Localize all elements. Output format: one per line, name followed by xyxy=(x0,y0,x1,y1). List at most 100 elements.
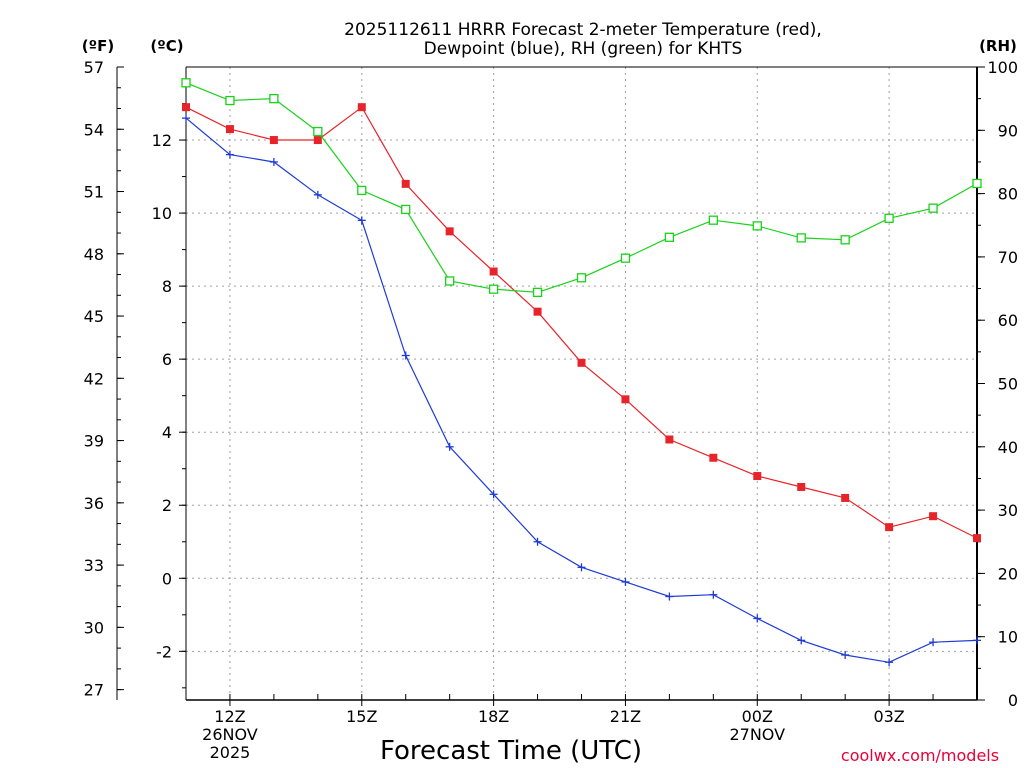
celsius-tick-label: 8 xyxy=(162,277,172,296)
celsius-tick-label: 12 xyxy=(152,131,172,150)
temperature-point xyxy=(533,307,542,316)
rh-point xyxy=(576,273,587,283)
dewpoint-point xyxy=(357,216,366,225)
dewpoint-point xyxy=(797,636,806,645)
dewpoint-point xyxy=(445,442,454,451)
rh-tick-label: 60 xyxy=(998,311,1018,330)
temperature-point xyxy=(973,534,981,543)
temperature-point xyxy=(577,358,586,367)
rh-unit-label: (RH) xyxy=(979,37,1017,55)
temperature-point xyxy=(841,493,850,502)
x-tick-label: 03Z xyxy=(873,707,904,726)
rh-tick-label: 40 xyxy=(998,438,1018,457)
rh-point xyxy=(313,126,323,137)
dewpoint-point xyxy=(577,563,586,572)
rh-point xyxy=(225,95,235,106)
rh-point xyxy=(796,233,806,243)
fahrenheit-tick-label: 42 xyxy=(84,369,104,388)
rh-point xyxy=(269,94,279,104)
celsius-tick-label: -2 xyxy=(156,642,172,661)
temperature-point xyxy=(621,395,630,404)
dewpoint-point xyxy=(929,638,938,647)
fahrenheit-tick-label: 30 xyxy=(84,618,104,637)
rh-point xyxy=(708,215,718,225)
rh-tick-label: 100 xyxy=(987,58,1018,77)
x-tick-label: 00Z xyxy=(742,707,773,726)
fahrenheit-tick-label: 51 xyxy=(84,183,104,202)
rh-point xyxy=(752,221,762,231)
rh-point xyxy=(532,287,543,297)
temperature-point xyxy=(313,136,322,145)
rh-tick-label: 80 xyxy=(998,185,1018,204)
fahrenheit-unit-label: (ºF) xyxy=(82,37,114,55)
fahrenheit-tick-label: 48 xyxy=(84,245,104,264)
rh-point xyxy=(357,185,367,196)
dewpoint-point xyxy=(753,614,762,623)
dewpoint-point xyxy=(841,650,850,659)
dewpoint-point xyxy=(885,658,894,667)
rh-point xyxy=(401,204,411,215)
temperature-point xyxy=(357,103,366,112)
temperature-point xyxy=(797,482,806,491)
temperature-point xyxy=(929,512,938,521)
dewpoint-point xyxy=(182,114,190,123)
rh-tick-label: 90 xyxy=(998,121,1018,140)
celsius-tick-label: 0 xyxy=(162,569,172,588)
rh-point xyxy=(620,253,631,263)
dewpoint-point xyxy=(313,190,322,199)
rh-tick-label: 70 xyxy=(998,248,1018,267)
dewpoint-point xyxy=(401,351,410,360)
temperature-point xyxy=(885,523,894,532)
grid-lines xyxy=(186,67,977,700)
fahrenheit-tick-label: 36 xyxy=(84,494,104,513)
x-tick-label: 12Z xyxy=(214,707,245,726)
temperature-point xyxy=(753,472,762,481)
rh-point xyxy=(972,178,982,189)
axes xyxy=(116,66,985,706)
celsius-unit-label: (ºC) xyxy=(150,37,183,55)
x-tick-label: 15Z xyxy=(346,707,377,726)
temperature-point xyxy=(225,125,234,134)
rh-tick-label: 30 xyxy=(998,501,1018,520)
celsius-tick-label: 4 xyxy=(162,423,172,442)
dewpoint-point xyxy=(225,150,234,159)
rh-tick-label: 0 xyxy=(1008,691,1018,710)
rh-tick-label: 20 xyxy=(998,564,1018,583)
temperature-point xyxy=(665,435,674,444)
rh-point xyxy=(488,284,499,294)
dewpoint-point xyxy=(973,636,981,645)
temperature-point xyxy=(445,227,454,236)
temperature-point xyxy=(489,267,498,276)
rh-point xyxy=(928,203,938,213)
rh-series-line xyxy=(185,82,978,293)
temperature-point xyxy=(709,453,718,462)
rh-point xyxy=(445,276,455,286)
rh-point xyxy=(181,78,191,88)
fahrenheit-tick-label: 27 xyxy=(84,681,104,700)
dewpoint-series-line xyxy=(185,117,978,663)
fahrenheit-tick-label: 33 xyxy=(84,556,104,575)
temperature-point xyxy=(182,103,190,112)
x-tick-date-label: 27NOV xyxy=(729,725,785,744)
rh-point xyxy=(840,235,850,245)
temperature-point xyxy=(269,136,278,145)
dewpoint-point xyxy=(621,577,630,586)
rh-tick-label: 10 xyxy=(998,628,1018,647)
x-tick-year-label: 2025 xyxy=(210,743,251,762)
x-tick-label: 18Z xyxy=(478,707,509,726)
celsius-tick-label: 6 xyxy=(162,350,172,369)
dewpoint-point xyxy=(533,537,542,546)
temperature-series-line xyxy=(185,106,978,539)
temperature-point xyxy=(401,179,410,188)
dewpoint-point xyxy=(269,157,278,166)
fahrenheit-tick-label: 39 xyxy=(84,432,104,451)
rh-point xyxy=(664,232,675,242)
dewpoint-point xyxy=(709,590,718,599)
chart-title-line1: 2025112611 HRRR Forecast 2-meter Tempera… xyxy=(344,20,822,40)
fahrenheit-tick-label: 45 xyxy=(84,307,104,326)
credit-text: coolwx.com/models xyxy=(841,746,999,765)
x-axis-title: Forecast Time (UTC) xyxy=(380,736,642,766)
fahrenheit-tick-label: 54 xyxy=(84,120,104,139)
